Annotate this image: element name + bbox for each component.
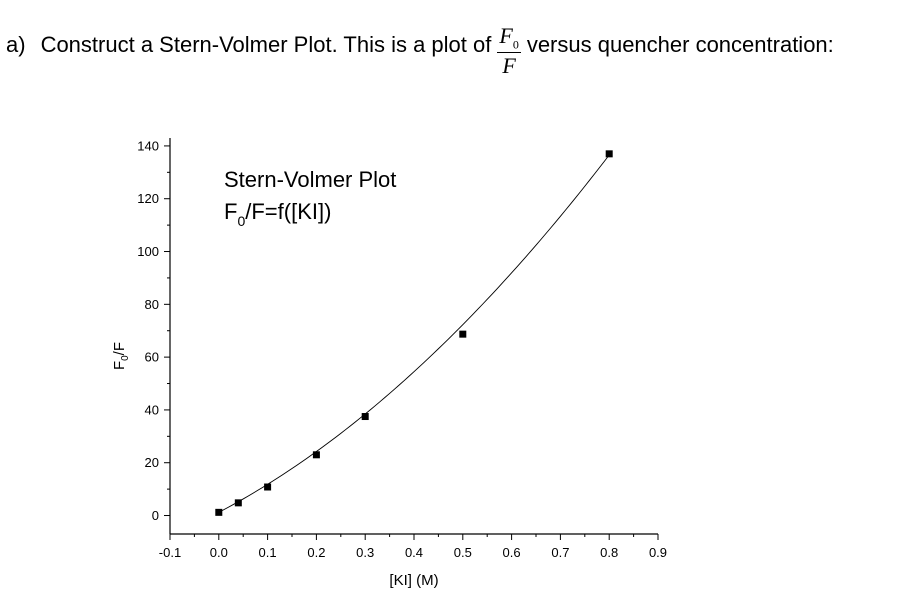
x-tick-label: 0.5 [454,545,472,560]
chart-title-line2: F0/F=f([KI]) [224,199,331,229]
data-point [605,150,613,158]
y-axis-title: F0/F [111,342,131,370]
x-axis-title: [KI] (M) [389,572,438,589]
chart-annotation: Stern-Volmer Plot F0/F=f([KI]) [224,167,396,229]
x-tick-label: 0.0 [210,545,228,560]
question-label: a) [6,31,26,57]
fit-curve-layer [218,154,610,513]
y-tick-label: 0 [152,508,159,523]
fraction-denominator: F [502,52,516,78]
chart-axes: -0.1 0.0 0.1 0.2 0.3 0.4 0.5 0.6 0.7 0.8 0.9 0 20 40 6… [137,138,667,560]
y-tick-label: 100 [137,244,159,259]
y-tick-label: 140 [137,138,159,153]
x-tick-label: 0.4 [405,545,423,560]
question-text-after: versus quencher concentration: [526,31,834,57]
fraction-numerator-f: F [499,23,513,48]
question-text: a) Construct a Stern-Volmer Plot. This i… [6,18,834,77]
y-tick-label: 120 [137,191,159,206]
x-tick-label: 0.8 [600,545,618,560]
x-tick-label: 0.1 [259,545,277,560]
fraction-numerator: F0 [497,23,521,53]
y-tick-label: 40 [145,402,159,417]
data-point [459,330,467,338]
x-tick-label: 0.2 [307,545,325,560]
data-point [361,413,369,421]
chart-title-line1: Stern-Volmer Plot [224,167,396,192]
x-tick-label: 0.6 [503,545,521,560]
x-tick-label: -0.1 [159,545,181,560]
axis-titles: [KI] (M) F0/F [111,342,439,589]
y-tick-label: 20 [145,455,159,470]
y-tick-label: 60 [145,350,159,365]
fraction-f0-over-f: F0 F [497,23,521,78]
question-text-before: Construct a Stern-Volmer Plot. This is a… [40,31,492,57]
data-point [312,451,320,459]
data-point [264,483,272,491]
fraction-numerator-sub: 0 [512,37,519,52]
data-point [215,508,223,516]
x-tick-label: 0.3 [356,545,374,560]
x-tick-label: 0.7 [551,545,569,560]
data-point [234,499,242,507]
x-tick-label: 0.9 [649,545,667,560]
y-tick-label: 80 [145,297,159,312]
data-points-layer [215,150,613,516]
fit-curve [218,154,610,513]
